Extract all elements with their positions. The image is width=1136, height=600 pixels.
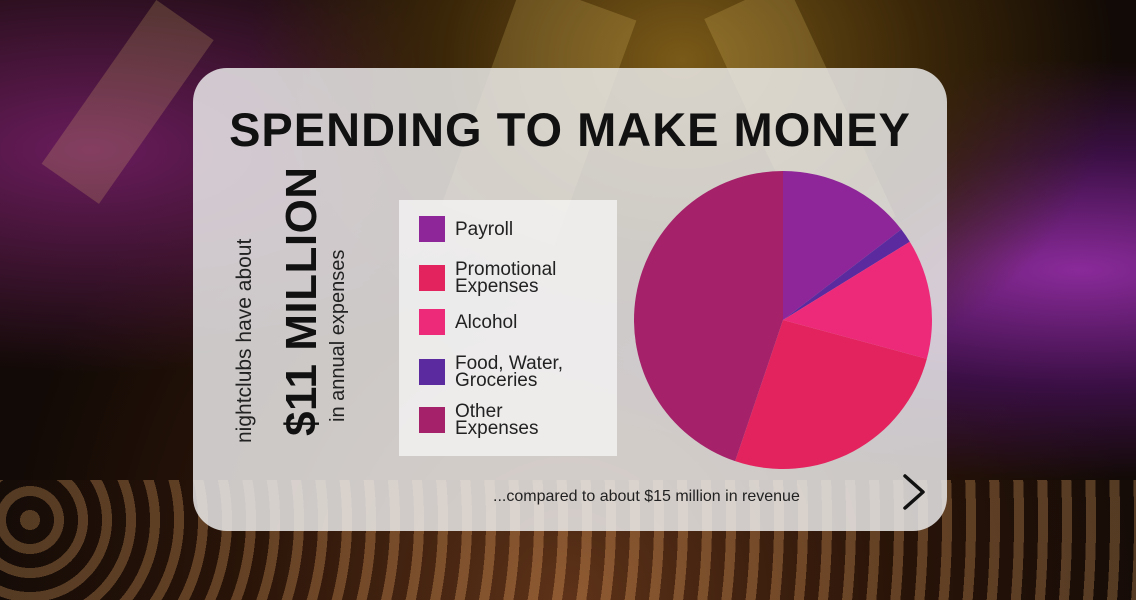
legend-label: Promotional Expenses <box>455 259 557 297</box>
chevron-right-icon <box>903 474 925 510</box>
legend-swatch <box>419 309 445 335</box>
infographic-card: SPENDING TO MAKE MONEY nightclubs have a… <box>193 68 947 531</box>
legend-label: Payroll <box>455 218 514 240</box>
legend-item: Promotional Expenses <box>419 259 585 297</box>
legend-label: Other Expenses <box>455 401 539 439</box>
chart-title: SPENDING TO MAKE MONEY <box>229 103 911 156</box>
legend-item: Other Expenses <box>419 401 585 439</box>
side-text-amount: $11 MILLION <box>277 166 326 436</box>
legend-label: Alcohol <box>455 311 518 333</box>
pie-chart <box>634 171 932 469</box>
next-button[interactable] <box>893 470 933 514</box>
legend-swatch <box>419 216 445 242</box>
legend-swatch <box>419 359 445 385</box>
chart-legend: Payroll Promotional Expenses Alcohol Foo… <box>399 200 617 456</box>
legend-item: Food, Water, Groceries <box>419 353 585 391</box>
pie-slice-payroll <box>783 171 902 320</box>
side-text-line3: in annual expenses <box>327 249 349 422</box>
pie-slice-other-expenses <box>634 171 783 462</box>
pie-slice-promotional-expenses <box>735 320 927 469</box>
light-beam <box>41 0 214 204</box>
revenue-footnote: ...compared to about $15 million in reve… <box>493 488 800 505</box>
pie-slice-alcohol <box>783 241 932 359</box>
legend-swatch <box>419 407 445 433</box>
legend-label: Food, Water, Groceries <box>455 353 564 391</box>
side-text-line1: nightclubs have about <box>233 238 256 443</box>
legend-item: Alcohol <box>419 309 585 335</box>
legend-swatch <box>419 265 445 291</box>
legend-item: Payroll <box>419 216 585 242</box>
pie-slice-food-water-groceries <box>783 229 910 320</box>
